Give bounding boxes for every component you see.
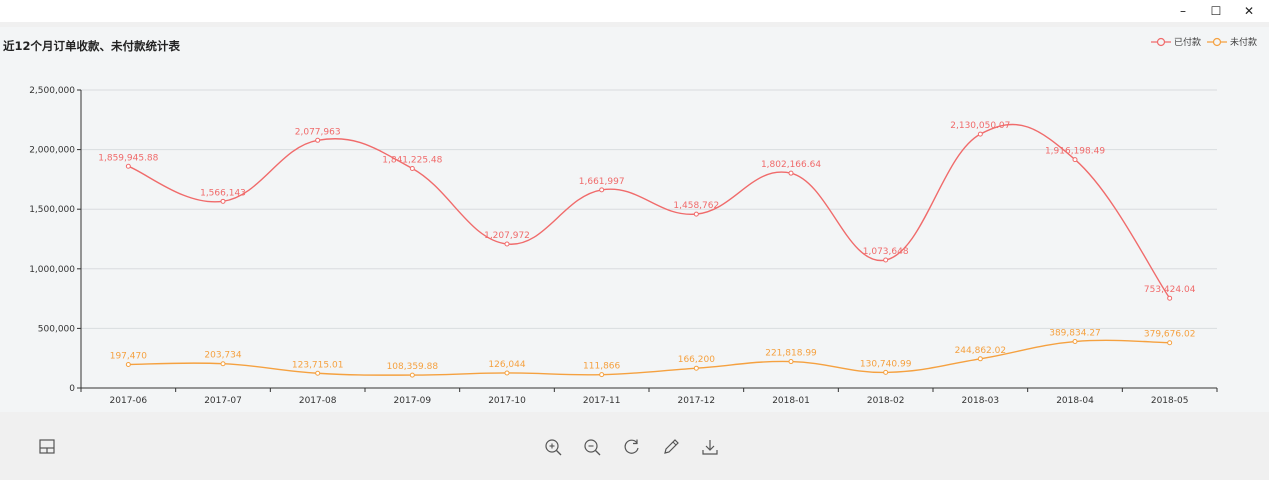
data-label-paid: 1,661,997 — [579, 177, 625, 187]
data-label-unpaid: 130,740.99 — [860, 359, 912, 369]
data-point-unpaid — [220, 361, 226, 367]
data-point-unpaid — [788, 359, 794, 365]
data-label-unpaid: 166,200 — [678, 355, 715, 365]
data-point-unpaid — [883, 369, 889, 375]
x-tick-label: 2018-04 — [1056, 396, 1094, 406]
rotate-icon[interactable] — [622, 437, 642, 457]
data-point-unpaid — [409, 372, 415, 378]
x-tick-label: 2018-02 — [867, 396, 905, 406]
data-point-unpaid — [693, 365, 699, 371]
layout-icon[interactable] — [37, 437, 57, 457]
x-tick-label: 2018-03 — [962, 396, 1000, 406]
window-titlebar: – ☐ ✕ — [0, 0, 1269, 22]
data-label-unpaid: 379,676.02 — [1144, 330, 1196, 340]
data-label-paid: 1,207,972 — [484, 231, 530, 241]
data-point-unpaid — [1167, 340, 1173, 346]
chart-legend: 已付款 未付款 — [1150, 35, 1257, 48]
x-tick-label: 2017-07 — [204, 396, 242, 406]
x-tick-label: 2017-12 — [678, 396, 716, 406]
x-tick-label: 2017-08 — [299, 396, 337, 406]
data-point-paid — [1167, 295, 1173, 301]
y-tick-label: 2,000,000 — [29, 146, 75, 156]
data-label-paid: 2,077,963 — [295, 127, 341, 137]
y-tick-label: 1,500,000 — [29, 205, 75, 215]
edit-icon[interactable] — [661, 437, 681, 457]
x-tick-label: 2017-10 — [488, 396, 526, 406]
close-button[interactable]: ✕ — [1243, 4, 1255, 18]
x-tick-label: 2017-09 — [394, 396, 432, 406]
data-point-paid — [504, 241, 510, 247]
data-label-paid: 1,859,945.88 — [98, 153, 158, 163]
data-label-paid: 1,458,762 — [673, 201, 719, 211]
data-point-paid — [977, 131, 983, 137]
bottom-toolbar — [0, 416, 1269, 480]
legend-symbol-paid — [1150, 37, 1171, 46]
zoom-in-icon[interactable] — [543, 437, 563, 457]
data-label-unpaid: 197,470 — [110, 351, 147, 361]
data-point-unpaid — [977, 356, 983, 362]
legend-item-paid[interactable]: 已付款 — [1150, 35, 1201, 48]
data-label-paid: 753,424.04 — [1144, 285, 1196, 295]
legend-symbol-unpaid — [1206, 37, 1227, 46]
data-point-unpaid — [599, 372, 605, 378]
data-point-unpaid — [1072, 339, 1078, 345]
minimize-button[interactable]: – — [1180, 4, 1186, 18]
x-tick-label: 2017-11 — [583, 396, 621, 406]
data-label-unpaid: 111,866 — [583, 362, 620, 372]
x-tick-label: 2017-06 — [110, 396, 148, 406]
data-label-paid: 1,841,225.48 — [382, 156, 442, 166]
data-point-unpaid — [315, 370, 321, 376]
data-point-paid — [220, 198, 226, 204]
data-label-paid: 2,130,050.07 — [950, 121, 1010, 131]
data-point-paid — [883, 257, 889, 263]
data-label-paid: 1,802,166.64 — [761, 160, 821, 170]
data-point-paid — [1072, 157, 1078, 163]
data-point-paid — [315, 137, 321, 143]
data-point-paid — [693, 211, 699, 217]
x-tick-label: 2018-01 — [772, 396, 810, 406]
data-point-paid — [788, 170, 794, 176]
data-label-paid: 1,916,198.49 — [1045, 147, 1105, 157]
line-chart: 0 500,000 1,000,000 1,500,000 2,000,000 2,500… — [29, 86, 1218, 406]
chart-title: 近12个月订单收款、未付款统计表 — [3, 39, 181, 53]
data-point-paid — [125, 163, 131, 169]
data-point-unpaid — [504, 370, 510, 376]
data-point-paid — [599, 187, 605, 193]
y-tick-label: 0 — [69, 384, 75, 394]
maximize-button[interactable]: ☐ — [1210, 4, 1222, 18]
data-point-unpaid — [125, 361, 131, 367]
data-label-paid: 1,073,648 — [863, 247, 909, 257]
legend-label-unpaid: 未付款 — [1229, 38, 1257, 48]
legend-item-unpaid[interactable]: 未付款 — [1206, 35, 1257, 48]
zoom-out-icon[interactable] — [582, 437, 602, 457]
data-point-paid — [409, 166, 415, 172]
series-line-unpaid — [128, 339, 1170, 376]
y-tick-label: 500,000 — [38, 324, 75, 334]
series-line-paid — [128, 123, 1171, 299]
y-tick-label: 2,500,000 — [29, 86, 75, 96]
x-tick-label: 2018-05 — [1151, 396, 1189, 406]
data-label-unpaid: 203,734 — [204, 351, 241, 361]
download-icon[interactable] — [700, 437, 720, 457]
data-label-unpaid: 123,715.01 — [292, 360, 344, 370]
data-label-paid: 1,566,143 — [200, 188, 246, 198]
y-tick-label: 1,000,000 — [29, 265, 75, 275]
data-label-unpaid: 108,359.88 — [387, 362, 439, 372]
data-label-unpaid: 221,818.99 — [765, 349, 817, 359]
chart-panel: 近12个月订单收款、未付款统计表 已付款 未付款 0 500,000 1,000,0… — [0, 27, 1269, 412]
data-label-unpaid: 126,044 — [488, 360, 525, 370]
legend-label-paid: 已付款 — [1173, 38, 1201, 48]
data-label-unpaid: 244,862.02 — [955, 346, 1007, 356]
data-label-unpaid: 389,834.27 — [1049, 329, 1101, 339]
